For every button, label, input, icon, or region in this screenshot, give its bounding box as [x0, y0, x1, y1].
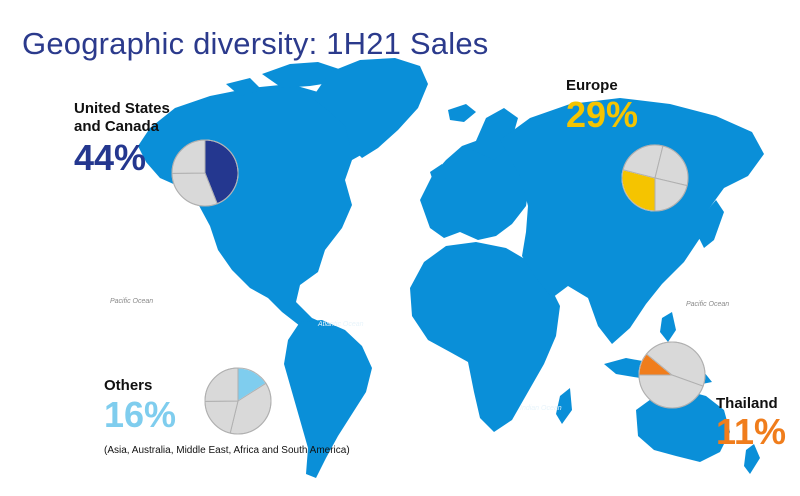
label-europe: Europe	[566, 77, 618, 94]
pie-slice-other-2	[204, 367, 239, 402]
label-us-canada: United States and Canada	[74, 100, 170, 136]
atlantic-ocean-label: Atlantic Ocean	[317, 321, 364, 328]
percent-others: 16%	[104, 394, 177, 435]
pacific-ocean-right-label: Pacific Ocean	[686, 301, 729, 308]
madagascar	[556, 388, 572, 424]
label-us-canada-line1: United States	[74, 100, 170, 117]
label-thailand: Thailand	[716, 395, 778, 412]
percent-us-canada: 44%	[74, 137, 147, 178]
asia-landmass	[500, 98, 764, 344]
label-others: Others	[104, 377, 153, 394]
pie-thailand	[638, 341, 706, 409]
pie-outline	[638, 341, 706, 409]
page-title: Geographic diversity: 1H21 Sales	[22, 26, 489, 61]
pacific-ocean-left-label: Pacific Ocean	[110, 298, 153, 305]
europe-landmass	[420, 138, 530, 240]
pie-europe	[621, 144, 689, 212]
label-us-canada-line2: and Canada	[74, 118, 160, 135]
continents	[138, 58, 764, 478]
percent-thailand: 11%	[716, 411, 787, 452]
pie-outline	[204, 367, 272, 435]
south-america-landmass	[284, 320, 372, 478]
greenland-landmass	[312, 58, 428, 158]
new-zealand	[744, 444, 760, 474]
iceland	[448, 104, 476, 122]
japan	[698, 200, 724, 248]
pie-outline	[621, 144, 689, 212]
philippines	[660, 312, 676, 342]
pie-outline	[171, 139, 239, 207]
percent-europe: 29%	[566, 94, 639, 135]
pie-others	[204, 367, 272, 435]
africa-landmass	[410, 242, 560, 432]
british-isles	[430, 164, 446, 190]
indian-ocean-label: Indian Ocean	[520, 405, 562, 412]
others-note: (Asia, Australia, Middle East, Africa an…	[104, 445, 350, 456]
arctic-islands	[226, 62, 342, 96]
pie-us-canada	[171, 139, 239, 207]
australia-landmass	[636, 390, 730, 462]
